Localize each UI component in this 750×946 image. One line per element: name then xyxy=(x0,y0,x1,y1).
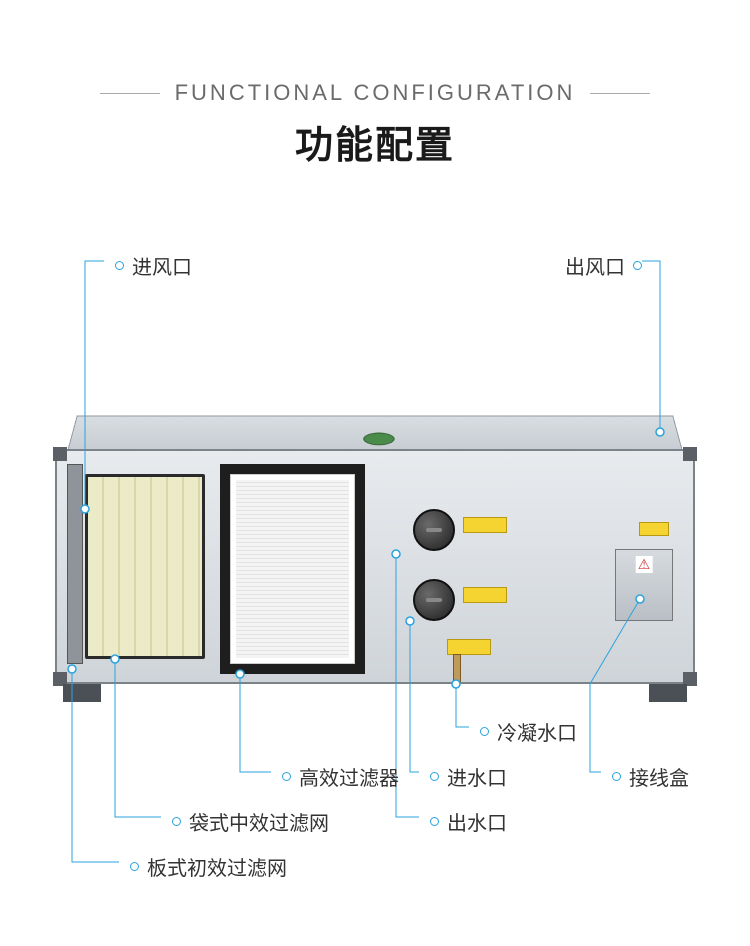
hvac-unit-illustration xyxy=(55,404,695,684)
label-text: 进风口 xyxy=(132,251,192,280)
label-water-outlet: 出水口 xyxy=(430,807,507,836)
callout-dot-icon xyxy=(130,862,139,871)
plate-prefilter-part xyxy=(67,464,83,664)
callout-dot-icon xyxy=(612,772,621,781)
callout-dot-icon xyxy=(430,817,439,826)
label-water-inlet: 进水口 xyxy=(430,762,507,791)
label-plate-prefilter: 板式初效过滤网 xyxy=(130,852,287,881)
label-air-outlet: 出风口 xyxy=(565,251,642,280)
label-air-inlet: 进风口 xyxy=(115,251,192,280)
hepa-filter-part xyxy=(220,464,365,674)
callout-dot-icon xyxy=(430,772,439,781)
label-hepa-filter: 高效过滤器 xyxy=(282,762,399,791)
label-text: 进水口 xyxy=(447,762,507,791)
label-text: 冷凝水口 xyxy=(497,717,577,746)
title-english: FUNCTIONAL CONFIGURATION xyxy=(175,80,576,106)
junction-box-part xyxy=(615,549,673,621)
product-diagram: 进风口 出风口 冷凝水口 高效过滤器 进水口 接线盒 袋式中效过滤网 出水口 板… xyxy=(0,189,750,929)
callout-dot-icon xyxy=(480,727,489,736)
callout-dot-icon xyxy=(115,261,124,270)
label-junction-box: 接线盒 xyxy=(612,762,689,791)
label-text: 出水口 xyxy=(447,807,507,836)
header: FUNCTIONAL CONFIGURATION 功能配置 xyxy=(0,0,750,169)
label-bag-filter: 袋式中效过滤网 xyxy=(172,807,329,836)
label-text: 袋式中效过滤网 xyxy=(189,807,329,836)
water-outlet-valve xyxy=(413,509,455,551)
label-text: 高效过滤器 xyxy=(299,762,399,791)
label-text: 板式初效过滤网 xyxy=(147,852,287,881)
callout-dot-icon xyxy=(282,772,291,781)
title-chinese: 功能配置 xyxy=(0,114,750,169)
label-text: 接线盒 xyxy=(629,762,689,791)
water-inlet-valve xyxy=(413,579,455,621)
bag-filter-part xyxy=(85,474,205,659)
label-condensate: 冷凝水口 xyxy=(480,717,577,746)
callout-dot-icon xyxy=(172,817,181,826)
callout-dot-icon xyxy=(633,261,642,270)
condensate-drain xyxy=(453,654,461,682)
label-text: 出风口 xyxy=(565,251,625,280)
